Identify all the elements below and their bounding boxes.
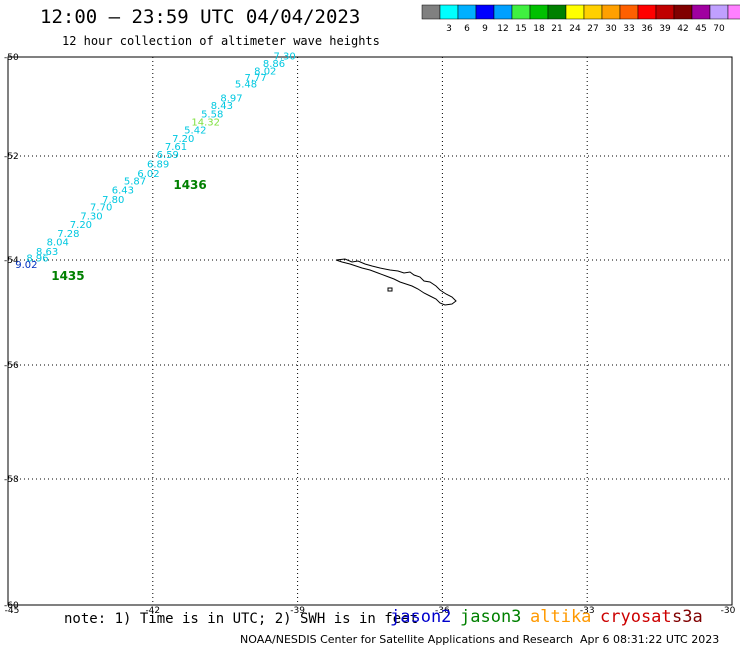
wave-height-value: 8.96	[26, 254, 48, 265]
colorbar-swatch	[547, 4, 567, 20]
wave-height-value: 5.48	[235, 80, 257, 91]
units-note: note: 1) Time is in UTC; 2) SWH is in fe…	[64, 611, 419, 627]
colorbar-label: 30	[605, 24, 617, 34]
colorbar-swatch	[457, 4, 477, 20]
colorbar-swatch	[601, 4, 621, 20]
colorbar-swatch	[529, 4, 549, 20]
wave-height-value: 7.20	[172, 134, 194, 145]
colorbar-swatch	[655, 4, 675, 20]
mission-jason3: jason3	[460, 607, 522, 627]
wave-height-value: 7.28	[57, 229, 79, 240]
colorbar-swatch	[709, 4, 729, 20]
wave-height-value: 5.58	[201, 109, 223, 120]
colorbar-swatch	[439, 4, 459, 20]
colorbar-label: 42	[677, 24, 688, 34]
wave-height-value: 8.63	[36, 247, 58, 258]
longitude-label: -39	[290, 606, 305, 616]
wave-height-value: 9.02	[15, 260, 37, 271]
colorbar-swatch	[691, 4, 711, 20]
wave-height-value: 6.02	[137, 169, 159, 180]
wave-height-value: 5.87	[124, 177, 146, 188]
wave-height-value: 8.86	[263, 59, 285, 70]
track-time-label: 1436	[173, 178, 206, 192]
colorbar-label: 15	[515, 24, 526, 34]
axis-labels: -45 -42 -39 -36 -33 -30 -50 -52 -54 -56 -58 -60	[4, 53, 736, 616]
colorbar-swatch	[727, 4, 740, 20]
map-title: 12:00 – 23:59 UTC 04/04/2023	[40, 6, 361, 28]
colorbar-swatch	[637, 4, 657, 20]
latitude-label: -60	[4, 601, 19, 611]
colorbar-label: 70	[713, 24, 725, 34]
longitude-label: -42	[145, 606, 160, 616]
longitude-label: -36	[435, 606, 450, 616]
latitude-label: -56	[4, 361, 19, 371]
colorbar-swatch	[511, 4, 531, 20]
colorbar-label: 39	[659, 24, 671, 34]
wave-height-value: 8.97	[220, 94, 242, 105]
colorbar-swatch	[475, 4, 495, 20]
mission-altika: altika	[530, 607, 592, 627]
colorbar-label: 18	[533, 24, 545, 34]
island-coastline	[335, 258, 457, 306]
latitude-label: -52	[4, 152, 19, 162]
latitude-label: -54	[4, 256, 19, 266]
wave-height-tracks: 7.308.868.027.775.488.978.435.5814.325.4…	[15, 51, 295, 282]
wave-height-value: 8.02	[254, 66, 276, 77]
track-time-label: 1435	[51, 269, 84, 283]
colorbar-label: 6	[464, 24, 470, 34]
wave-height-value: 7.70	[90, 203, 112, 214]
colorbar-swatch	[565, 4, 585, 20]
wave-height-value: 14.32	[191, 117, 220, 128]
wave-height-value: 6.59	[157, 150, 179, 161]
longitude-label: -33	[580, 606, 595, 616]
colorbar-label: 45	[695, 24, 706, 34]
wave-height-value: 8.43	[211, 101, 233, 112]
colorbar-label: 12	[497, 24, 508, 34]
colorbar-label: 36	[641, 24, 653, 34]
colorbar-swatch	[421, 4, 441, 20]
colorbar-label: 9	[482, 24, 488, 34]
wave-height-value: 7.20	[70, 220, 92, 231]
wave-height-value: 7.77	[245, 73, 267, 84]
wave-height-value: 6.89	[147, 159, 169, 170]
colorbar-label: 24	[569, 24, 581, 34]
wave-height-value: 7.30	[80, 211, 102, 222]
latitude-label: -58	[4, 475, 19, 485]
colorbar-label: 21	[551, 24, 562, 34]
latitude-label: -50	[4, 53, 19, 63]
colorbar-label: 33	[623, 24, 634, 34]
wave-height-value: 7.30	[273, 51, 295, 62]
wave-height-value: 7.80	[102, 195, 124, 206]
map-subtitle: 12 hour collection of altimeter wave hei…	[62, 34, 380, 48]
colorbar-label: 3	[446, 24, 452, 34]
mission-s3a: s3a	[672, 607, 703, 627]
wave-height-value: 5.42	[184, 126, 206, 137]
colorbar-swatch	[583, 4, 603, 20]
colorbar-swatch	[673, 4, 693, 20]
longitude-label: -30	[721, 606, 736, 616]
wave-height-value: 7.61	[165, 142, 187, 153]
generation-timestamp: Apr 6 08:31:22 UTC 2023	[580, 633, 720, 646]
graticule	[8, 57, 732, 605]
colorbar-swatch	[619, 4, 639, 20]
credit-line: NOAA/NESDIS Center for Satellite Applica…	[240, 633, 574, 646]
wave-height-value: 8.04	[47, 237, 69, 248]
longitude-label: -45	[5, 606, 20, 616]
mission-cryosat: cryosat	[600, 607, 672, 627]
mission-jason2: jason2	[390, 607, 452, 627]
colorbar-swatch	[493, 4, 513, 20]
colorbar-label: 27	[587, 24, 598, 34]
wave-height-value: 6.43	[112, 185, 134, 196]
map-frame	[7, 56, 733, 606]
